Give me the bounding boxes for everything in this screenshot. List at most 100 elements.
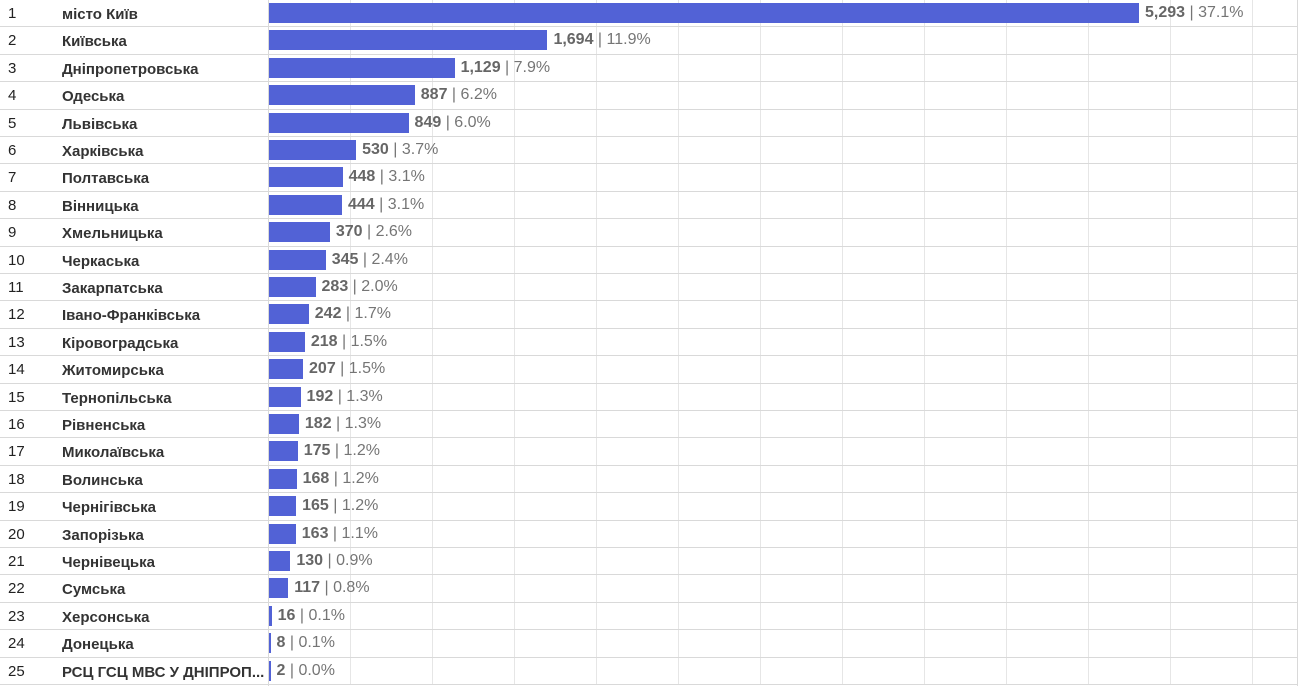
data-label: 370 | 2.6% [336, 223, 412, 241]
gridline [1170, 657, 1171, 684]
row-rank: 7 [8, 169, 17, 187]
separator: | [285, 661, 299, 679]
gridline [1252, 356, 1253, 383]
data-label: 448 | 3.1% [349, 168, 425, 186]
percent-text: 0.8% [333, 579, 370, 597]
gridline [760, 191, 761, 219]
table-row: 24 Донецька 8 | 0.1% [0, 630, 1298, 658]
gridline [514, 137, 515, 164]
percent-text: 6.2% [460, 86, 497, 104]
bar-cell: 370 | 2.6% [268, 219, 1298, 246]
gridline [1006, 274, 1007, 301]
gridline [678, 657, 679, 684]
gridline [1006, 657, 1007, 684]
value-text: 283 [321, 278, 349, 295]
gridline [1006, 219, 1007, 246]
row-label: Івано-Франківська [62, 307, 201, 325]
bar [269, 222, 330, 243]
gridline [1252, 328, 1253, 356]
gridline [1088, 219, 1089, 246]
gridline [350, 383, 351, 410]
gridline [596, 438, 597, 465]
row-label: Чернігівська [62, 499, 156, 517]
gridline [514, 164, 515, 191]
gridline [924, 411, 925, 438]
gridline [760, 411, 761, 438]
percent-text: 37.1% [1198, 4, 1244, 21]
bar-cell: 16 | 0.1% [268, 602, 1298, 630]
gridline [1006, 27, 1007, 54]
row-label: Волинська [62, 471, 143, 489]
gridline [1088, 164, 1089, 191]
gridline [924, 219, 925, 246]
bar [269, 441, 298, 462]
gridline [514, 438, 515, 465]
gridline [1006, 520, 1007, 547]
separator: | [329, 469, 343, 487]
table-row: 11 Закарпатська 283 | 2.0% [0, 274, 1298, 302]
gridline [350, 219, 351, 246]
gridline [1170, 82, 1171, 109]
gridline [924, 82, 925, 109]
separator: | [337, 332, 351, 350]
table-row: 3 Дніпропетровська 1,129 | 7.9% [0, 54, 1298, 83]
gridline [1006, 411, 1007, 438]
value-text: 175 [303, 442, 331, 460]
value-text: 163 [301, 524, 329, 542]
gridline [760, 27, 761, 54]
gridline [924, 164, 925, 191]
gridline [350, 274, 351, 301]
row-label: Хмельницька [62, 225, 163, 243]
gridline [432, 520, 433, 547]
gridline [924, 109, 925, 136]
bar-cell: 242 | 1.7% [268, 301, 1298, 328]
gridline [1252, 301, 1253, 328]
gridline [350, 493, 351, 520]
percent-text: 2.0% [361, 278, 398, 295]
bar-cell: 182 | 1.3% [268, 411, 1298, 438]
bar-cell: 345 | 2.4% [268, 246, 1298, 273]
row-rank: 18 [8, 470, 25, 488]
gridline [432, 137, 433, 164]
bar-cell: 218 | 1.5% [268, 328, 1298, 356]
row-rank: 24 [8, 635, 25, 653]
value-text: 130 [296, 552, 324, 569]
separator: | [362, 223, 376, 241]
gridline [760, 246, 761, 273]
table-row: 12 Івано-Франківська 242 | 1.7% [0, 301, 1298, 329]
gridline [350, 356, 351, 383]
percent-text: 1.3% [346, 387, 383, 405]
data-label: 16 | 0.1% [278, 607, 345, 625]
separator: | [328, 497, 342, 515]
separator: | [333, 387, 347, 405]
row-rank: 5 [8, 114, 17, 132]
row-rank: 20 [8, 525, 25, 543]
gridline [678, 493, 679, 520]
data-label: 165 | 1.2% [302, 497, 378, 515]
bar [269, 496, 297, 517]
gridline [678, 301, 679, 328]
percent-text: 3.7% [401, 141, 439, 158]
gridline [596, 520, 597, 547]
separator: | [285, 634, 299, 652]
gridline [842, 657, 843, 684]
gridline [1170, 301, 1171, 328]
gridline [1170, 438, 1171, 465]
gridline [760, 438, 761, 465]
gridline [1170, 137, 1171, 164]
bar [269, 605, 272, 626]
column-separator [268, 0, 269, 686]
bar [269, 277, 316, 297]
table-row: 10 Черкаська 345 | 2.4% [0, 246, 1298, 274]
gridline [514, 246, 515, 273]
percent-text: 1.5% [348, 360, 386, 378]
separator: | [375, 168, 389, 186]
bar-cell: 192 | 1.3% [268, 383, 1298, 410]
gridline [678, 164, 679, 191]
gridline [350, 164, 351, 191]
gridline [842, 137, 843, 164]
gridline [514, 274, 515, 301]
value-text: 444 [347, 195, 375, 213]
data-label: 117 | 0.8% [294, 579, 369, 597]
data-label: 530 | 3.7% [362, 141, 438, 159]
